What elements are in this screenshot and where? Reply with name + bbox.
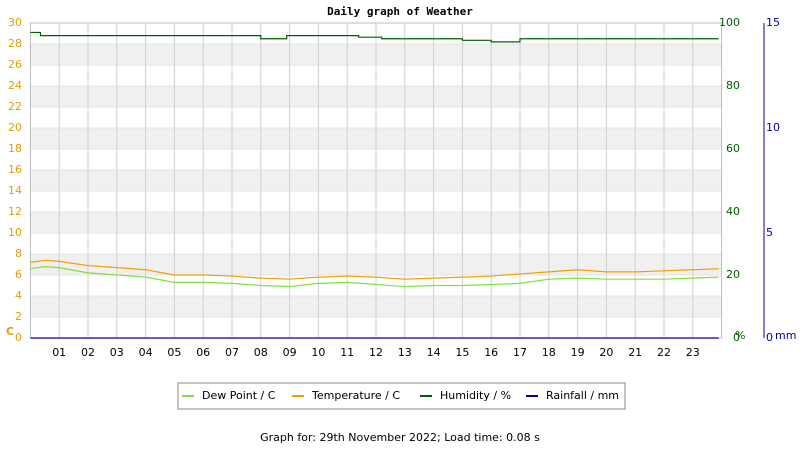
y3-tick-label: 0 — [766, 331, 773, 344]
y-tick-label: 16 — [8, 163, 22, 176]
y2-tick-label: 40 — [726, 205, 740, 218]
y-tick-label: 18 — [8, 142, 22, 155]
x-tick-label: 15 — [455, 346, 469, 359]
x-tick-label: 06 — [196, 346, 210, 359]
legend-label: Rainfall / mm — [546, 389, 619, 402]
x-tick-label: 18 — [542, 346, 556, 359]
x-tick-label: 23 — [686, 346, 700, 359]
legend-label: Humidity / % — [440, 389, 511, 402]
y-tick-label: 2 — [15, 310, 22, 323]
x-tick-label: 10 — [311, 346, 325, 359]
x-tick-label: 17 — [513, 346, 527, 359]
y3-tick-label: 10 — [766, 121, 780, 134]
y-tick-label: 14 — [8, 184, 22, 197]
chart-title: Daily graph of Weather — [327, 5, 473, 18]
x-tick-label: 01 — [52, 346, 66, 359]
y-tick-label: 4 — [15, 289, 22, 302]
x-tick-label: 12 — [369, 346, 383, 359]
x-tick-label: 04 — [139, 346, 153, 359]
x-tick-label: 22 — [657, 346, 671, 359]
y3-tick-label: 15 — [766, 16, 780, 29]
y-tick-label: 26 — [8, 58, 22, 71]
y-tick-label: 8 — [15, 247, 22, 260]
y-tick-label: 6 — [15, 268, 22, 281]
y-tick-label: 12 — [8, 205, 22, 218]
x-tick-label: 21 — [628, 346, 642, 359]
y-tick-label: 28 — [8, 37, 22, 50]
y3-tick-label: 5 — [766, 226, 773, 239]
legend-label: Temperature / C — [311, 389, 400, 402]
x-tick-label: 08 — [254, 346, 268, 359]
y2-tick-label: 60 — [726, 142, 740, 155]
x-tick-label: 05 — [167, 346, 181, 359]
x-tick-label: 03 — [110, 346, 124, 359]
y3-unit: mm — [775, 329, 796, 342]
x-tick-label: 09 — [283, 346, 297, 359]
x-tick-label: 02 — [81, 346, 95, 359]
y2-tick-label: 20 — [726, 268, 740, 281]
x-tick-label: 13 — [398, 346, 412, 359]
x-tick-label: 16 — [484, 346, 498, 359]
x-tick-label: 19 — [571, 346, 585, 359]
y-tick-label: 22 — [8, 100, 22, 113]
y2-unit: % — [735, 329, 745, 342]
x-tick-label: 14 — [427, 346, 441, 359]
y-unit: C — [6, 325, 14, 338]
series-line — [30, 31, 719, 43]
y-tick-label: 10 — [8, 226, 22, 239]
legend-label: Dew Point / C — [202, 389, 276, 402]
y2-tick-label: 80 — [726, 79, 740, 92]
series-line — [30, 265, 719, 288]
y-tick-label: 30 — [8, 16, 22, 29]
y-tick-label: 0 — [15, 331, 22, 344]
y-tick-label: 24 — [8, 79, 22, 92]
x-tick-label: 20 — [599, 346, 613, 359]
y2-tick-label: 100 — [719, 16, 740, 29]
footer: Graph for: 29th November 2022; Load time… — [260, 431, 540, 444]
y-tick-label: 20 — [8, 121, 22, 134]
x-tick-label: 11 — [340, 346, 354, 359]
x-tick-label: 07 — [225, 346, 239, 359]
legend-box — [177, 382, 626, 410]
series-line — [30, 259, 719, 280]
y2-tick-label: 0 — [733, 331, 740, 344]
